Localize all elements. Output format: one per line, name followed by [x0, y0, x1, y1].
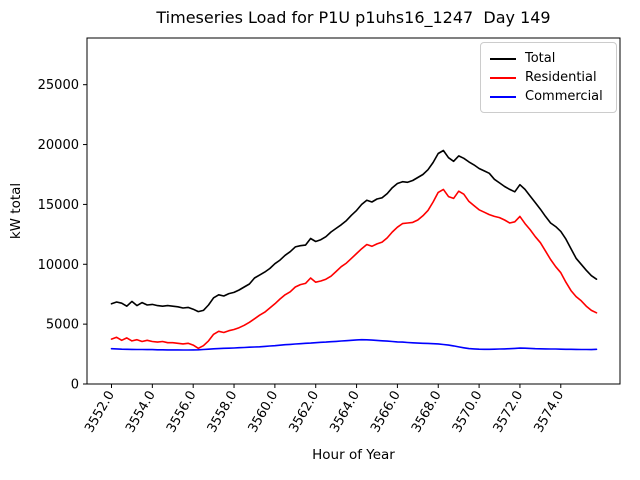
x-tick-label: 3570.0 [450, 389, 486, 436]
legend-label-residential: Residential [525, 70, 597, 85]
chart-title: Timeseries Load for P1U p1uhs16_1247 Day… [156, 8, 551, 27]
y-tick-label: 15000 [38, 198, 79, 213]
series-line-commercial [110, 338, 598, 351]
y-axis-ticks: 0 5000 10000 15000 20000 25000 [38, 78, 87, 393]
x-tick-label: 3552.0 [82, 389, 118, 436]
x-axis-label: Hour of Year [312, 447, 395, 463]
legend-label-commercial: Commercial [525, 89, 603, 104]
y-tick-label: 25000 [38, 78, 79, 93]
x-tick-label: 3568.0 [409, 389, 445, 436]
series-line-total [110, 149, 598, 313]
y-tick-label: 0 [71, 378, 79, 393]
y-tick-label: 10000 [38, 258, 79, 273]
plot-border [86, 37, 621, 385]
legend: Total Residential Commercial [480, 42, 617, 113]
legend-line-sample-residential [490, 76, 516, 79]
legend-line-sample-total [490, 57, 516, 60]
legend-line-sample-commercial [490, 95, 516, 98]
y-tick-label: 20000 [38, 138, 79, 153]
series-line-residential [110, 188, 598, 350]
legend-row-residential: Residential [490, 68, 608, 87]
x-tick-label: 3572.0 [491, 389, 527, 436]
y-axis-label: kW total [8, 182, 24, 240]
x-tick-label: 3554.0 [123, 389, 159, 436]
legend-row-commercial: Commercial [490, 87, 608, 106]
x-tick-label: 3564.0 [327, 389, 363, 436]
x-tick-label: 3560.0 [246, 389, 282, 436]
x-tick-label: 3574.0 [532, 389, 568, 436]
x-tick-label: 3556.0 [164, 389, 200, 436]
legend-label-total: Total [525, 51, 556, 66]
x-axis-ticks: 3552.0 3554.0 3556.0 3558.0 3560.0 3562.0 3564… [82, 384, 567, 435]
y-tick-label: 5000 [46, 318, 79, 333]
x-tick-label: 3566.0 [368, 389, 404, 436]
x-tick-label: 3562.0 [286, 389, 322, 436]
x-tick-label: 3558.0 [205, 389, 241, 436]
legend-row-total: Total [490, 49, 608, 68]
